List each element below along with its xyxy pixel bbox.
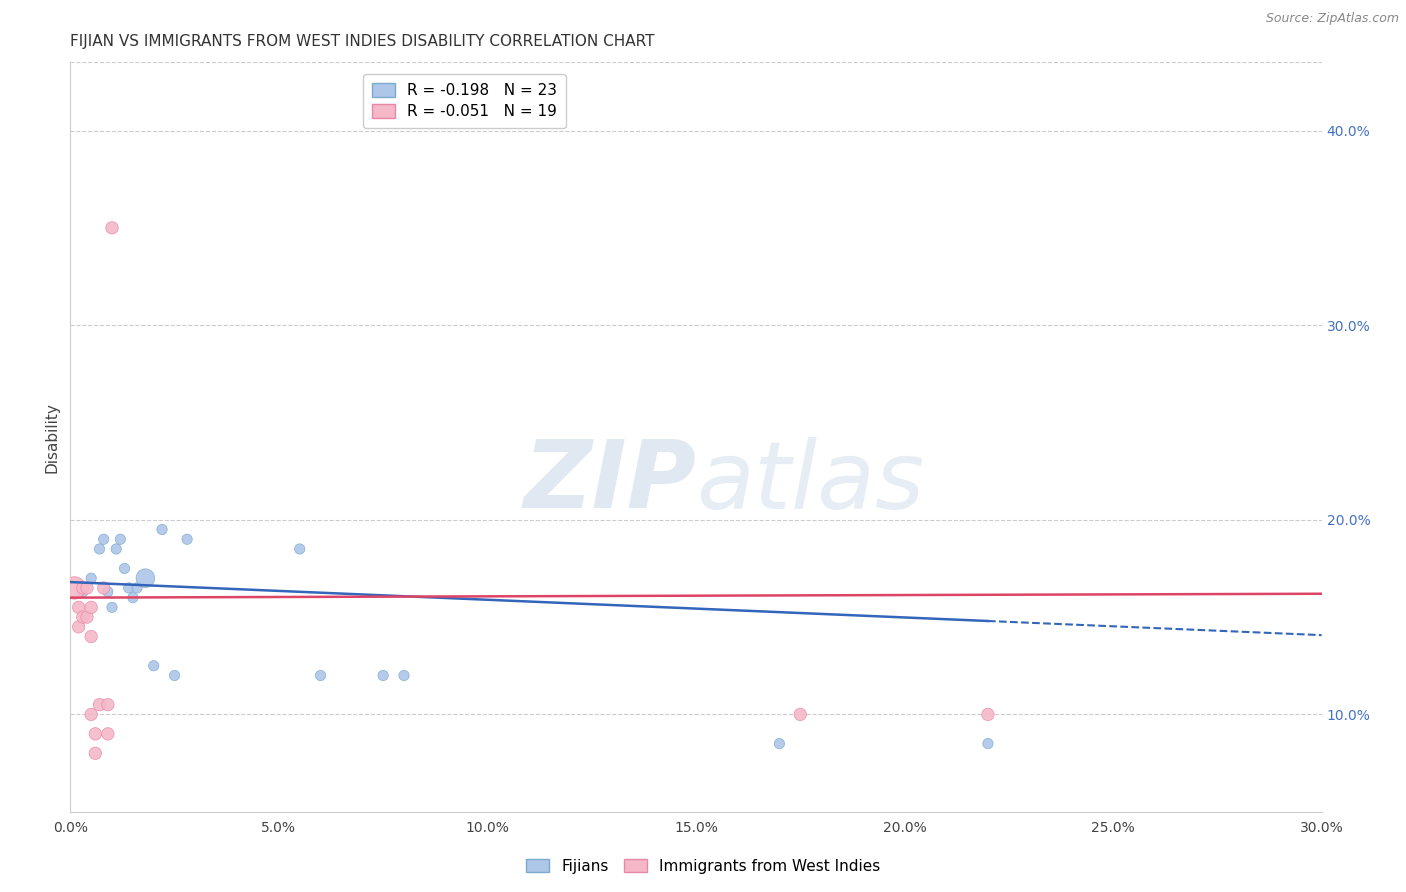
Text: ZIP: ZIP: [523, 436, 696, 528]
Point: [142, 658, 165, 673]
Point: [114, 561, 136, 575]
Point: [72, 581, 94, 595]
Point: [76, 610, 98, 624]
Point: [76, 581, 98, 595]
Point: [150, 523, 173, 537]
Point: [97, 584, 120, 599]
Legend: Fijians, Immigrants from West Indies: Fijians, Immigrants from West Indies: [520, 853, 886, 880]
Point: [110, 533, 132, 547]
Point: [63, 581, 86, 595]
Point: [93, 581, 115, 595]
Point: [89, 698, 111, 712]
Point: [80, 600, 103, 615]
Point: [118, 581, 141, 595]
Point: [125, 581, 148, 595]
Point: [89, 541, 111, 556]
Point: [97, 727, 120, 741]
Point: [121, 591, 145, 605]
Point: [84, 747, 107, 761]
Point: [80, 630, 103, 644]
Point: [67, 620, 90, 634]
Point: [392, 668, 415, 682]
Point: [72, 584, 94, 599]
Point: [97, 698, 120, 712]
Point: [67, 600, 90, 615]
Text: atlas: atlas: [696, 436, 924, 527]
Point: [80, 707, 103, 722]
Point: [309, 668, 332, 682]
Point: [288, 541, 311, 556]
Point: [768, 737, 790, 751]
Point: [371, 668, 394, 682]
Y-axis label: Disability: Disability: [44, 401, 59, 473]
Point: [72, 610, 94, 624]
Point: [93, 533, 115, 547]
Point: [163, 668, 186, 682]
Text: FIJIAN VS IMMIGRANTS FROM WEST INDIES DISABILITY CORRELATION CHART: FIJIAN VS IMMIGRANTS FROM WEST INDIES DI…: [70, 34, 655, 49]
Point: [84, 727, 107, 741]
Point: [176, 533, 198, 547]
Point: [101, 600, 124, 615]
Point: [789, 707, 811, 722]
Point: [977, 737, 1000, 751]
Point: [101, 220, 124, 235]
Point: [134, 571, 156, 585]
Point: [80, 571, 103, 585]
Text: Source: ZipAtlas.com: Source: ZipAtlas.com: [1265, 12, 1399, 25]
Legend: R = -0.198   N = 23, R = -0.051   N = 19: R = -0.198 N = 23, R = -0.051 N = 19: [363, 74, 567, 128]
Point: [105, 541, 128, 556]
Point: [977, 707, 1000, 722]
